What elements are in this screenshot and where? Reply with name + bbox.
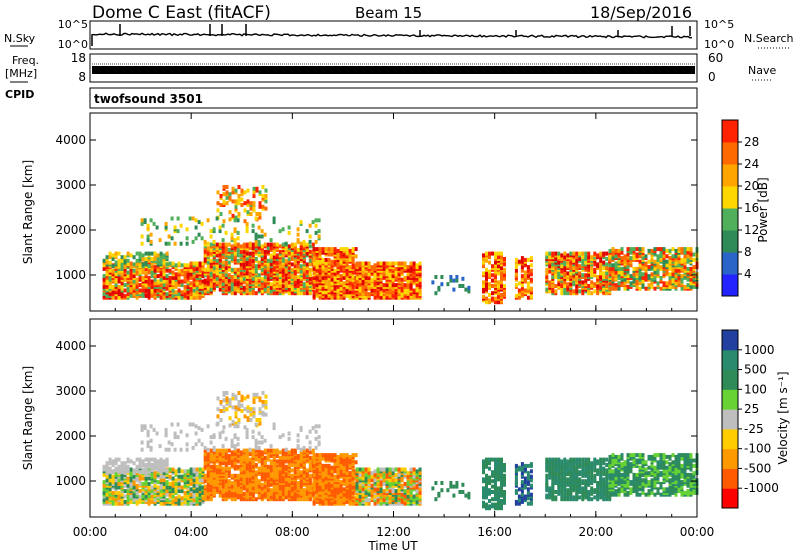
colorbar-swatch	[722, 208, 738, 231]
x-tick-label: 12:00	[376, 525, 411, 539]
colorbar-tick-label: 24	[744, 157, 759, 171]
nsearch-label: N.Search	[744, 32, 794, 45]
freq-label: Freq.	[12, 54, 39, 67]
freq-left-top-tick: 18	[71, 51, 86, 65]
freq-right-top-tick: 60	[708, 51, 723, 65]
power-colorbar: 4 8 12 16 20 24 28	[721, 119, 759, 297]
beam-label: Beam 15	[355, 4, 422, 22]
date-label: 18/Sep/2016	[590, 3, 692, 22]
cpid-panel: twofsound 3501	[89, 87, 698, 109]
cpid-program-label: twofsound 3501	[94, 92, 203, 106]
colorbar-swatch	[722, 274, 738, 297]
x-axis: 00:00 04:00 08:00 12:00 16:00 20:00 00:00	[73, 113, 715, 539]
x-tick-label: 00:00	[680, 525, 715, 539]
colorbar-swatch	[722, 330, 738, 351]
colorbar-swatch	[722, 409, 738, 430]
colorbar-swatch	[722, 230, 738, 253]
colorbar-tick-label: -1000	[744, 481, 779, 495]
colorbar-tick-label: 4	[744, 267, 752, 281]
colorbar-tick-label: -100	[744, 442, 771, 456]
colorbar-tick-label: 28	[744, 135, 759, 149]
x-tick-label: 08:00	[275, 525, 310, 539]
nave-label: Nave	[748, 64, 776, 77]
colorbar-tick-label: 100	[744, 382, 767, 396]
velocity-colorbar: -1000 -500 -100 -25 25 100 500 1000	[721, 329, 779, 509]
x-tick-label: 16:00	[477, 525, 512, 539]
x-axis-label: Time UT	[367, 539, 418, 553]
colorbar-swatch	[722, 186, 738, 209]
y-tick-label: 3000	[55, 178, 86, 192]
colorbar-swatch	[722, 468, 738, 489]
freq-unit-label: [MHz]	[5, 67, 37, 80]
cpid-label: CPID	[5, 88, 34, 101]
colorbar-tick-label: -500	[744, 461, 771, 475]
colorbar-swatch	[722, 448, 738, 469]
y-tick-label: 1000	[55, 268, 86, 282]
freq-right-bottom-tick: 0	[708, 70, 716, 84]
colorbar-tick-label: 25	[744, 402, 759, 416]
colorbar-tick-label: 12	[744, 223, 759, 237]
power-colorbar-label: Power [dB]	[756, 177, 770, 242]
noise-trace	[91, 24, 693, 46]
colorbar-swatch	[722, 428, 738, 450]
colorbar-swatch	[722, 488, 738, 509]
x-tick-label: 00:00	[73, 525, 108, 539]
noise-right-bottom-tick: 10^0	[704, 38, 734, 51]
colorbar-swatch	[722, 120, 738, 143]
colorbar-swatch	[722, 164, 738, 187]
velocity-colorbar-label: Velocity [m s⁻¹]	[776, 371, 790, 464]
freq-panel: 18 8 60 0	[71, 51, 724, 84]
y-tick-label: 1000	[55, 474, 86, 488]
velocity-data	[102, 391, 699, 511]
noise-left-top-tick: 10^5	[58, 18, 88, 31]
y-tick-label: 2000	[55, 223, 86, 237]
power-panel: 1000 2000 3000 4000 Slant Range [km] 4 8 12 16…	[21, 112, 770, 312]
colorbar-tick-label: 500	[744, 363, 767, 377]
power-ylabel: Slant Range [km]	[21, 160, 35, 264]
colorbar-tick-label: 1000	[744, 343, 775, 357]
colorbar-tick-label: 8	[744, 245, 752, 259]
x-tick-label: 20:00	[579, 525, 614, 539]
colorbar-tick-label: -25	[744, 422, 764, 436]
colorbar-swatch	[722, 389, 738, 410]
colorbar-swatch	[722, 142, 738, 165]
y-tick-label: 2000	[55, 429, 86, 443]
power-data	[102, 185, 699, 305]
nsky-label: N.Sky	[4, 32, 36, 45]
y-tick-label: 4000	[55, 133, 86, 147]
y-tick-label: 3000	[55, 384, 86, 398]
noise-left-bottom-tick: 10^0	[58, 38, 88, 51]
plot-title: Dome C East (fitACF)	[92, 3, 271, 23]
freq-left-bottom-tick: 8	[78, 70, 86, 84]
colorbar-swatch	[722, 252, 738, 275]
colorbar-swatch	[722, 349, 738, 371]
noise-panel: 10^5 10^0 10^5 10^0	[58, 18, 734, 51]
y-tick-label: 4000	[55, 339, 86, 353]
noise-right-top-tick: 10^5	[704, 18, 734, 31]
colorbar-tick-label: 20	[744, 179, 759, 193]
freq-trace	[92, 66, 695, 74]
x-tick-label: 04:00	[174, 525, 209, 539]
velocity-ylabel: Slant Range [km]	[21, 366, 35, 470]
colorbar-tick-label: 16	[744, 201, 759, 215]
colorbar-swatch	[722, 369, 738, 390]
